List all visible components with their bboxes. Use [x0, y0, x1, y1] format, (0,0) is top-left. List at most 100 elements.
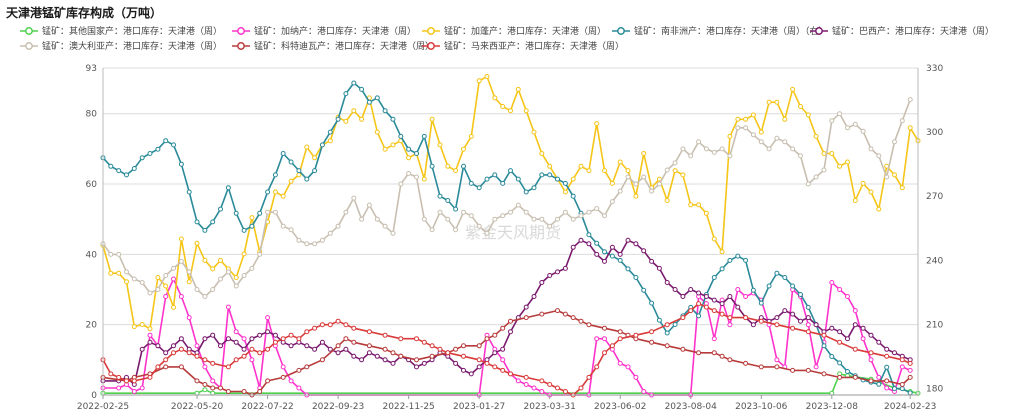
data-point[interactable] — [437, 142, 443, 148]
data-point[interactable] — [743, 125, 749, 131]
data-point[interactable] — [445, 350, 451, 356]
data-point[interactable] — [382, 332, 388, 338]
data-point[interactable] — [366, 329, 372, 335]
data-point[interactable] — [899, 386, 905, 392]
data-point[interactable] — [735, 287, 741, 292]
data-point[interactable] — [531, 216, 537, 222]
data-point[interactable] — [398, 353, 404, 359]
data-point[interactable] — [468, 371, 474, 377]
data-point[interactable] — [508, 318, 513, 324]
data-point[interactable] — [304, 329, 310, 335]
data-point[interactable] — [171, 343, 176, 349]
data-point[interactable] — [280, 364, 286, 370]
data-point[interactable] — [241, 336, 247, 342]
data-point[interactable] — [602, 249, 607, 255]
legend-item[interactable]: 锰矿：澳大利亚产：港口库存：天津港（周） — [20, 40, 222, 52]
data-point[interactable] — [280, 193, 286, 199]
data-point[interactable] — [359, 357, 365, 363]
data-point[interactable] — [351, 339, 357, 345]
data-point[interactable] — [210, 360, 216, 366]
legend-item[interactable]: 锰矿：加纳产：港口库存：天津港（周） — [232, 25, 416, 37]
data-point[interactable] — [594, 206, 600, 212]
data-point[interactable] — [257, 332, 263, 338]
data-point[interactable] — [131, 324, 137, 330]
data-point[interactable] — [359, 116, 365, 122]
data-point[interactable] — [484, 360, 490, 366]
data-point[interactable] — [633, 181, 639, 187]
data-point[interactable] — [406, 171, 412, 176]
data-point[interactable] — [366, 99, 372, 105]
data-point[interactable] — [343, 346, 349, 352]
data-point[interactable] — [476, 357, 482, 363]
data-point[interactable] — [594, 364, 600, 370]
data-point[interactable] — [570, 244, 576, 250]
data-point[interactable] — [374, 95, 380, 101]
data-point[interactable] — [421, 176, 427, 182]
data-point[interactable] — [241, 346, 247, 352]
data-point[interactable] — [453, 168, 459, 174]
data-point[interactable] — [711, 236, 717, 242]
data-point[interactable] — [265, 209, 271, 215]
data-point[interactable] — [829, 151, 835, 156]
data-point[interactable] — [429, 227, 435, 233]
data-point[interactable] — [335, 350, 341, 356]
data-point[interactable] — [884, 353, 890, 359]
data-point[interactable] — [406, 146, 412, 152]
data-point[interactable] — [515, 176, 521, 182]
data-point[interactable] — [476, 185, 482, 191]
data-point[interactable] — [790, 325, 796, 331]
data-point[interactable] — [523, 209, 529, 215]
data-point[interactable] — [288, 178, 294, 184]
data-point[interactable] — [366, 343, 372, 349]
data-point[interactable] — [319, 357, 325, 363]
data-point[interactable] — [711, 308, 717, 314]
data-point[interactable] — [719, 249, 725, 255]
data-point[interactable] — [617, 159, 623, 165]
data-point[interactable] — [829, 354, 835, 359]
data-point[interactable] — [163, 350, 169, 356]
data-point[interactable] — [649, 258, 655, 264]
data-point[interactable] — [116, 168, 122, 174]
data-point[interactable] — [594, 121, 600, 127]
data-point[interactable] — [186, 279, 192, 285]
data-point[interactable] — [649, 188, 655, 194]
data-point[interactable] — [178, 346, 184, 352]
data-point[interactable] — [249, 215, 255, 221]
data-point[interactable] — [633, 193, 639, 199]
data-point[interactable] — [868, 350, 874, 356]
data-point[interactable] — [782, 116, 788, 122]
data-point[interactable] — [813, 364, 819, 370]
data-point[interactable] — [664, 280, 670, 285]
data-point[interactable] — [672, 322, 678, 327]
data-point[interactable] — [171, 276, 176, 282]
data-point[interactable] — [453, 346, 459, 352]
data-point[interactable] — [335, 116, 341, 122]
data-point[interactable] — [218, 385, 223, 391]
data-point[interactable] — [531, 294, 537, 299]
data-point[interactable] — [633, 241, 639, 247]
data-point[interactable] — [265, 189, 271, 195]
data-point[interactable] — [280, 336, 286, 342]
data-point[interactable] — [578, 385, 584, 391]
data-point[interactable] — [884, 346, 890, 352]
data-point[interactable] — [116, 270, 122, 276]
data-point[interactable] — [108, 371, 114, 377]
data-point[interactable] — [609, 343, 615, 349]
data-point[interactable] — [468, 180, 474, 186]
data-point[interactable] — [602, 168, 607, 174]
data-point[interactable] — [868, 189, 874, 195]
data-point[interactable] — [539, 389, 545, 394]
data-point[interactable] — [805, 367, 811, 373]
data-point[interactable] — [774, 270, 780, 276]
data-point[interactable] — [829, 118, 835, 124]
data-point[interactable] — [562, 180, 568, 186]
data-point[interactable] — [500, 180, 506, 186]
data-point[interactable] — [821, 343, 827, 349]
data-point[interactable] — [178, 364, 184, 370]
data-point[interactable] — [225, 389, 231, 394]
data-point[interactable] — [343, 322, 349, 328]
data-point[interactable] — [555, 269, 560, 275]
data-point[interactable] — [476, 78, 482, 84]
data-point[interactable] — [562, 389, 568, 394]
data-point[interactable] — [202, 257, 208, 263]
